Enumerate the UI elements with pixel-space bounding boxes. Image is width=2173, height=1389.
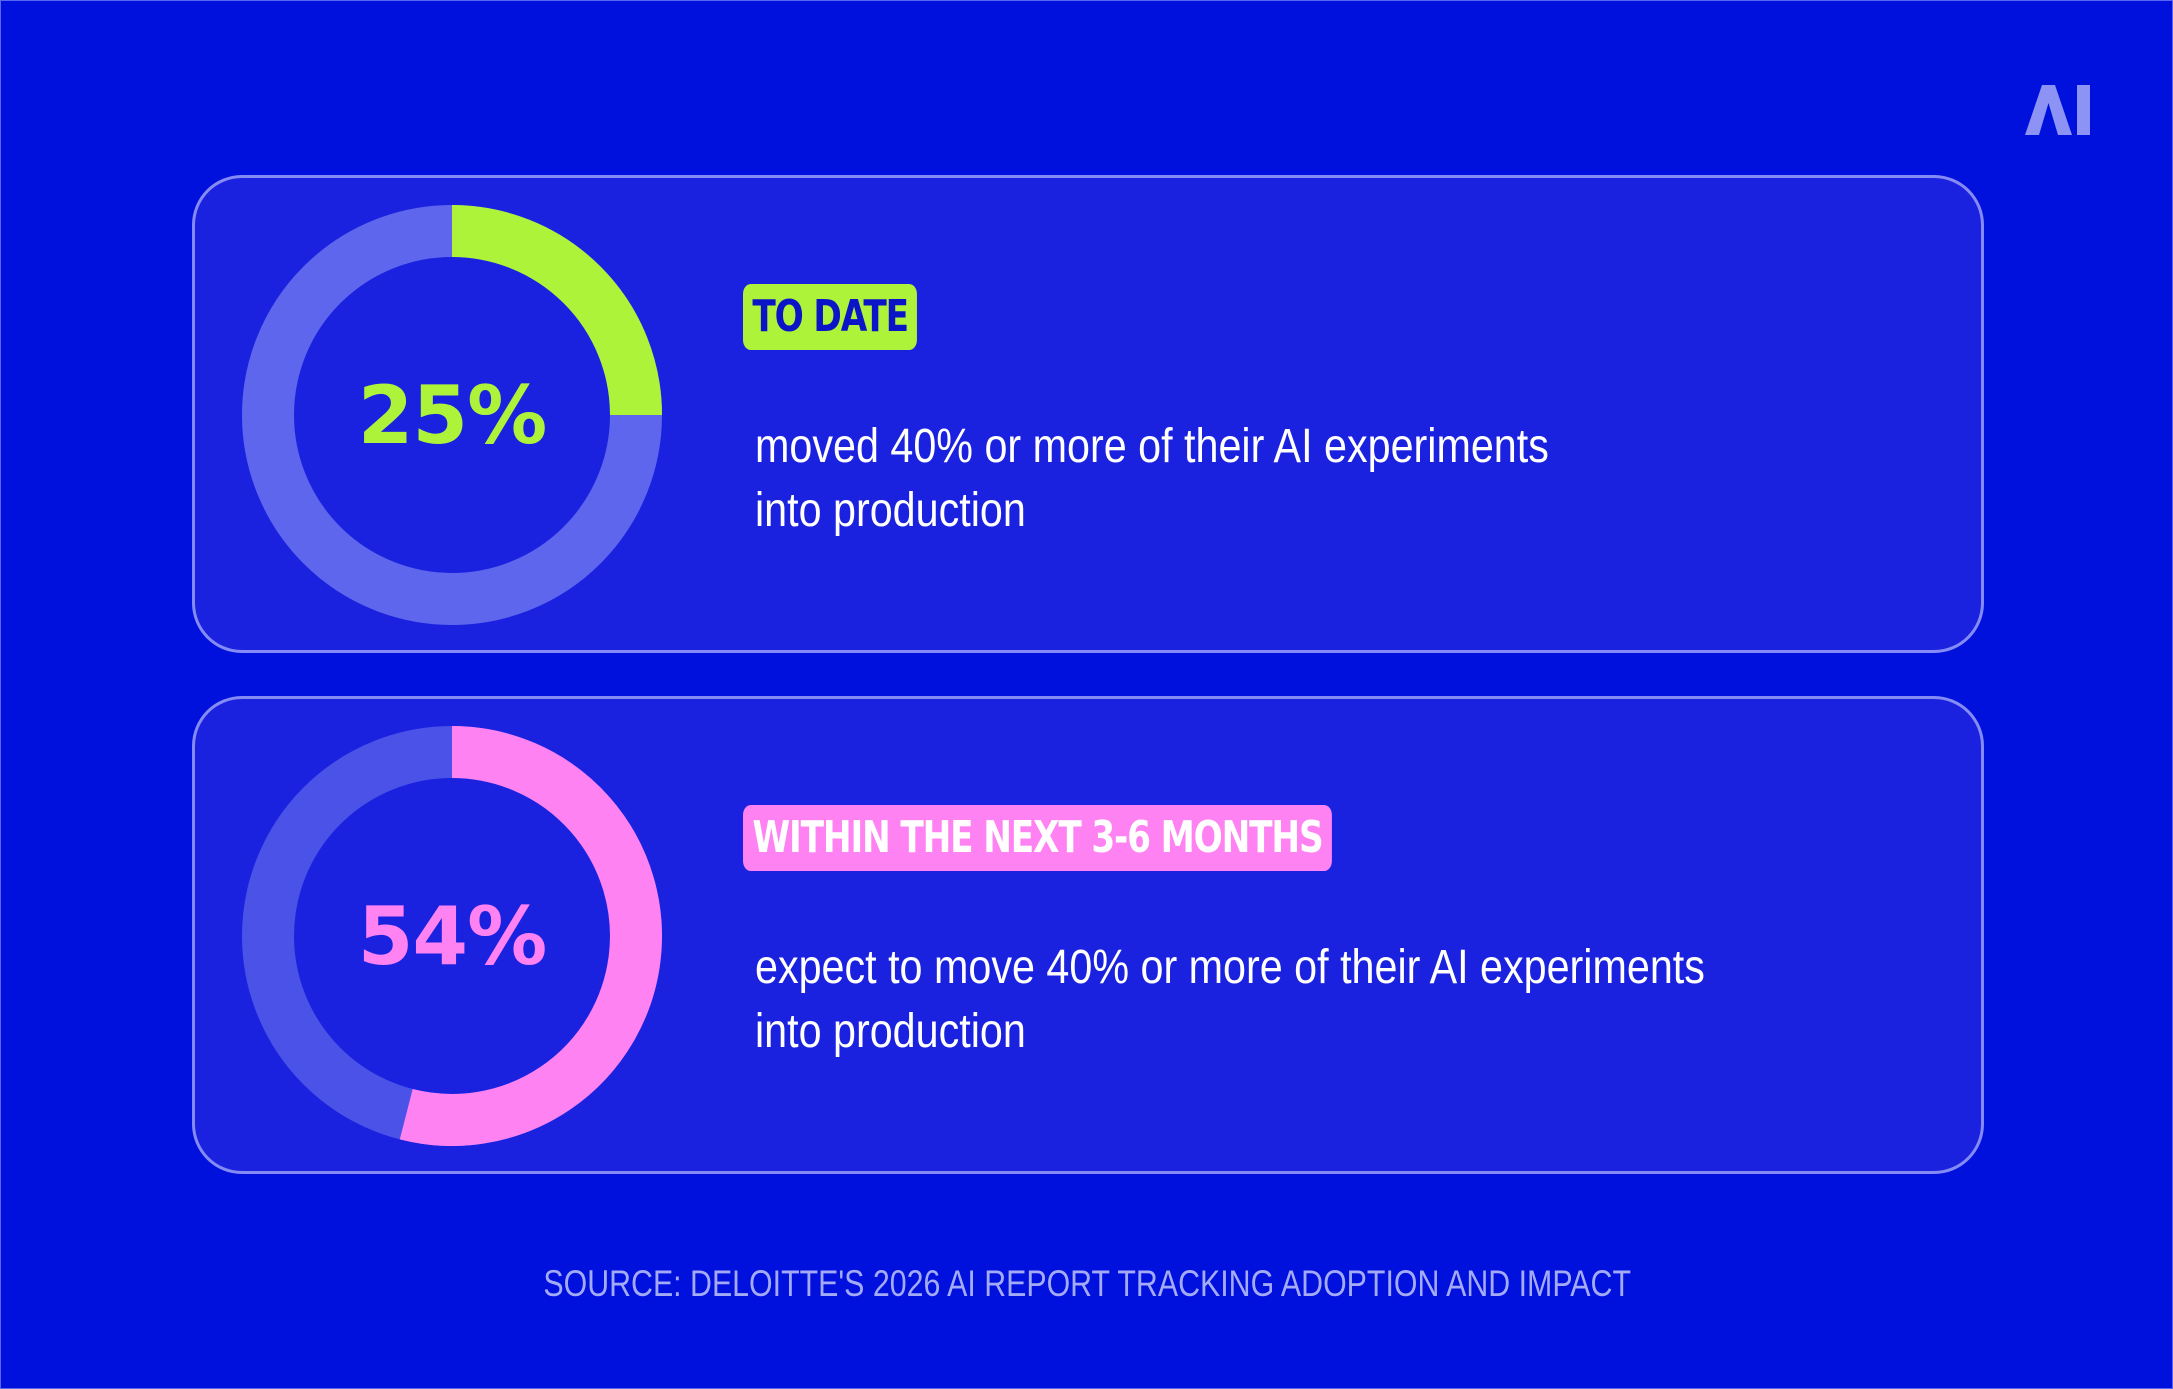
ai-logo-icon xyxy=(2025,85,2090,135)
description-line: moved 40% or more of their AI experiment… xyxy=(755,420,1549,473)
donut-value-label: 25% xyxy=(357,368,547,462)
donut-segment xyxy=(399,726,662,1146)
donut-chart-to-date: 25% xyxy=(242,205,662,625)
donut-chart-next-months: 54% xyxy=(242,726,662,1146)
stat-card-to-date: 25% TO DATE moved 40% or more of their A… xyxy=(192,175,1984,653)
donut-value-label: 54% xyxy=(357,889,547,983)
source-note: SOURCE: DELOITTE'S 2026 AI REPORT TRACKI… xyxy=(1,1263,2173,1305)
description-line: expect to move 40% or more of their AI e… xyxy=(755,941,1705,994)
period-tag: WITHIN THE NEXT 3-6 MONTHS xyxy=(743,805,1332,871)
period-tag: TO DATE xyxy=(743,284,918,350)
stat-description: moved 40% or more of their AI experiment… xyxy=(755,415,1787,543)
source-text: SOURCE: DELOITTE'S 2026 AI REPORT TRACKI… xyxy=(543,1263,1632,1304)
donut-svg-next-months xyxy=(242,726,662,1146)
stat-description: expect to move 40% or more of their AI e… xyxy=(755,936,1899,1064)
description-line: into production xyxy=(755,1005,1026,1058)
stat-card-next-months: 54% WITHIN THE NEXT 3-6 MONTHS expect to… xyxy=(192,696,1984,1174)
description-line: into production xyxy=(755,484,1026,537)
donut-segment xyxy=(451,205,662,416)
donut-svg-to-date xyxy=(242,205,662,625)
